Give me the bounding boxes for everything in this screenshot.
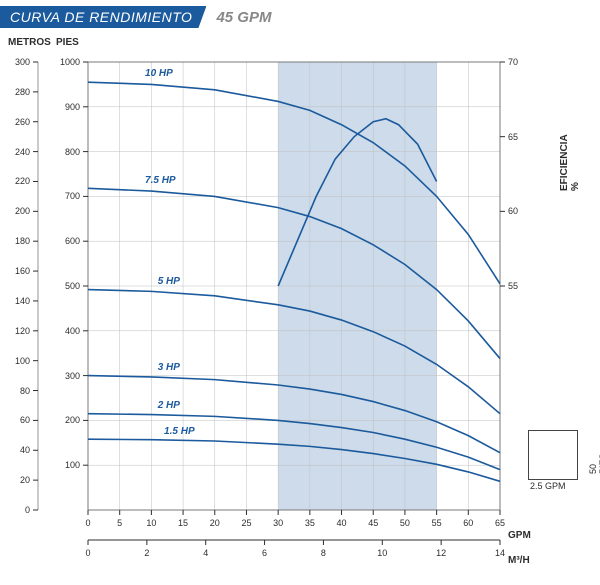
tick-label: 280: [0, 87, 30, 97]
tick-label: 700: [50, 191, 80, 201]
tick-label: 600: [50, 236, 80, 246]
tick-label: 260: [0, 117, 30, 127]
tick-label: 60: [463, 518, 473, 528]
tick-label: 200: [50, 415, 80, 425]
tick-label: 20: [210, 518, 220, 528]
pump-curve-figure: { "title": "CURVA DE RENDIMIENTO", "titl…: [0, 0, 600, 585]
tick-label: 180: [0, 236, 30, 246]
tick-label: 8: [321, 548, 326, 558]
tick-label: 200: [0, 206, 30, 216]
series-label: 7.5 HP: [145, 175, 176, 186]
tick-label: 20: [0, 475, 30, 485]
series-label: 1.5 HP: [164, 426, 195, 437]
tick-label: 0: [0, 505, 30, 515]
tick-label: 60: [508, 206, 518, 216]
tick-label: 50: [400, 518, 410, 528]
tick-label: 30: [273, 518, 283, 528]
tick-label: 400: [50, 326, 80, 336]
tick-label: 300: [0, 57, 30, 67]
tick-label: 60: [0, 415, 30, 425]
series-label: 10 HP: [145, 68, 173, 79]
tick-label: 0: [85, 518, 90, 528]
tick-label: 140: [0, 296, 30, 306]
tick-label: 35: [305, 518, 315, 528]
tick-label: 25: [241, 518, 251, 528]
tick-label: 4: [203, 548, 208, 558]
tick-label: 80: [0, 386, 30, 396]
tick-label: 220: [0, 176, 30, 186]
tick-label: 70: [508, 57, 518, 67]
tick-label: 300: [50, 371, 80, 381]
tick-label: 40: [337, 518, 347, 528]
tick-label: 15: [178, 518, 188, 528]
tick-label: 120: [0, 326, 30, 336]
tick-label: 100: [50, 460, 80, 470]
tick-label: 900: [50, 102, 80, 112]
scale-inset-box: [528, 430, 578, 480]
tick-label: 6: [262, 548, 267, 558]
scale-inset-ylabel: 50 PIES: [588, 453, 600, 474]
tick-label: 55: [432, 518, 442, 528]
series-label: 5 HP: [158, 276, 180, 287]
tick-label: 800: [50, 147, 80, 157]
tick-label: 2: [144, 548, 149, 558]
scale-inset-xlabel: 2.5 GPM: [530, 481, 566, 491]
tick-label: 10: [146, 518, 156, 528]
tick-label: 65: [495, 518, 505, 528]
tick-label: 1000: [50, 57, 80, 67]
tick-label: 12: [436, 548, 446, 558]
tick-label: 55: [508, 281, 518, 291]
tick-label: 500: [50, 281, 80, 291]
tick-label: 45: [368, 518, 378, 528]
tick-label: 160: [0, 266, 30, 276]
tick-label: 40: [0, 445, 30, 455]
tick-label: 5: [117, 518, 122, 528]
tick-label: 240: [0, 147, 30, 157]
tick-label: 14: [495, 548, 505, 558]
series-label: 2 HP: [158, 400, 180, 411]
tick-label: 100: [0, 356, 30, 366]
tick-label: 0: [85, 548, 90, 558]
series-label: 3 HP: [158, 362, 180, 373]
pump-curve-chart: [0, 0, 600, 585]
tick-label: 65: [508, 132, 518, 142]
tick-label: 10: [377, 548, 387, 558]
